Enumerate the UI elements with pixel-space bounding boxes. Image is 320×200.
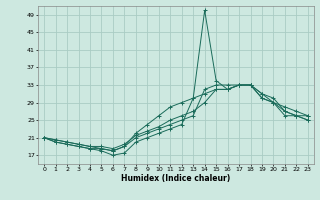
X-axis label: Humidex (Indice chaleur): Humidex (Indice chaleur) (121, 174, 231, 183)
